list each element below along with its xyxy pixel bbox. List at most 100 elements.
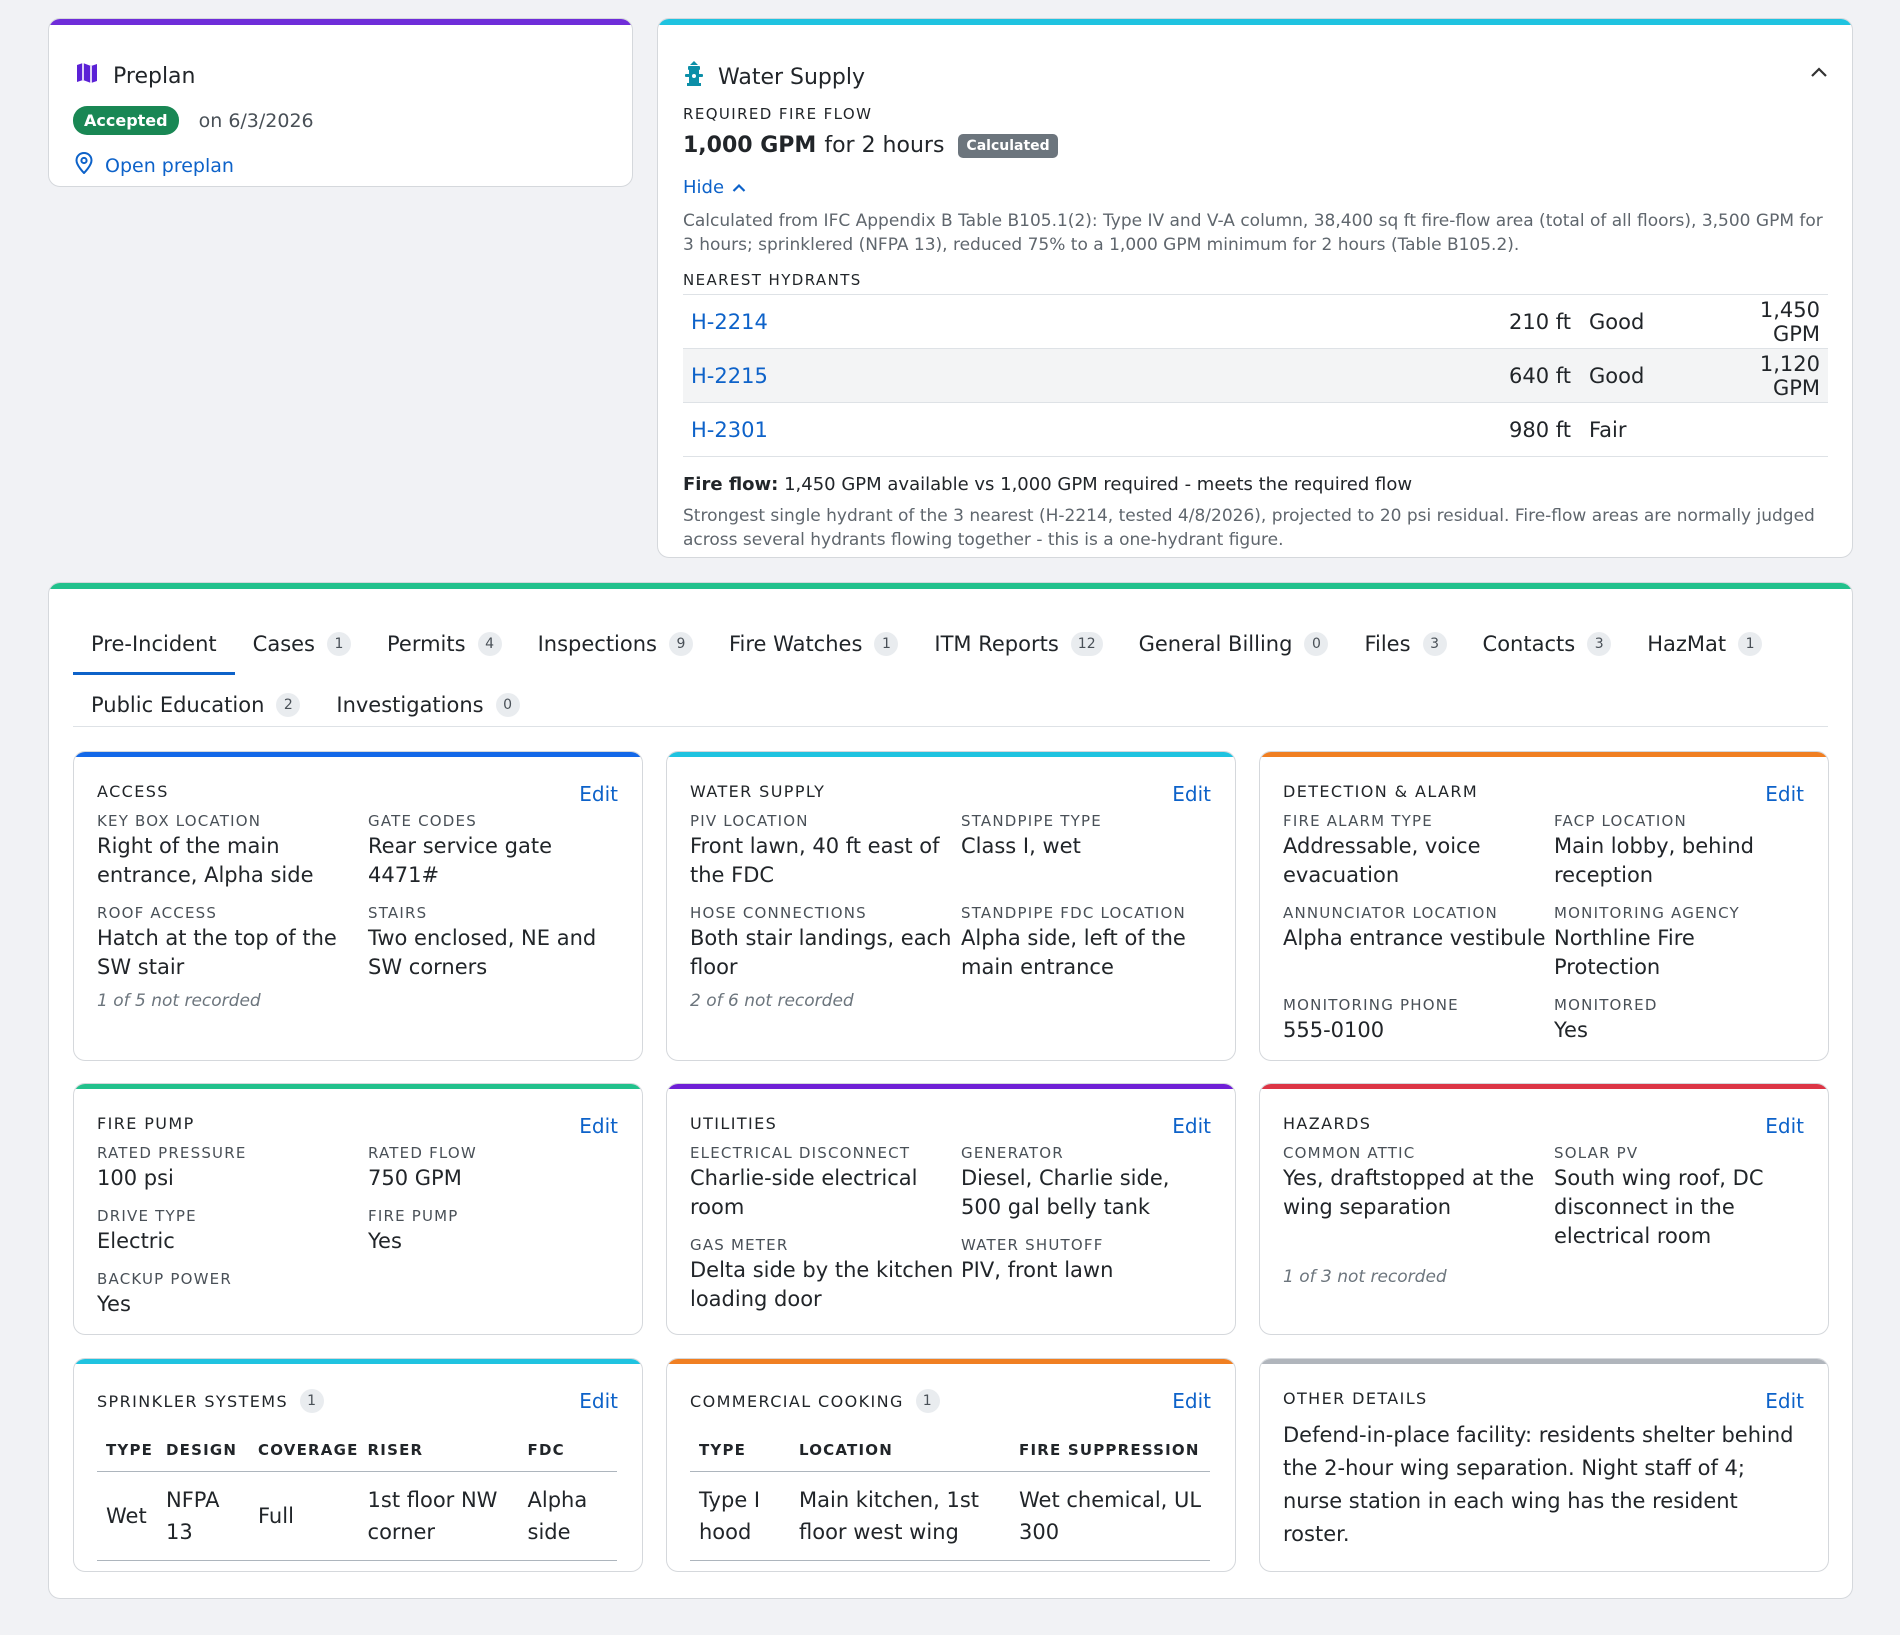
field-label: KEY BOX LOCATION xyxy=(97,812,262,830)
flow-gpm: 1,000 GPM xyxy=(683,133,817,158)
field-label: STANDPIPE FDC LOCATION xyxy=(961,904,1186,922)
field-label: COMMON ATTIC xyxy=(1283,1144,1416,1162)
fire-flow-summary: Fire flow: 1,450 GPM available vs 1,000 … xyxy=(683,474,1412,495)
tab-row-1: Pre-Incident Cases 1 Permits 4 Inspections… xyxy=(73,613,1828,675)
tab-investigations[interactable]: Investigations 0 xyxy=(318,674,537,735)
tab-cases[interactable]: Cases 1 xyxy=(235,613,369,674)
field-value: 100 psi xyxy=(97,1166,174,1190)
table-cell: Wet chemical, UL 300 xyxy=(1010,1471,1210,1561)
edit-water-supply-button[interactable]: Edit xyxy=(1172,782,1211,806)
field-label: SOLAR PV xyxy=(1554,1144,1639,1162)
edit-hazards-button[interactable]: Edit xyxy=(1765,1114,1804,1138)
tab-divider xyxy=(73,726,1828,727)
field: FACP LOCATION Main lobby, behind receptio… xyxy=(1554,812,1803,890)
field-value: Electric xyxy=(97,1229,175,1253)
water-supply-title: Water Supply xyxy=(718,64,865,90)
preplan-accent-bar xyxy=(49,19,632,25)
not-recorded-note: 2 of 6 not recorded xyxy=(690,991,854,1011)
field-label: MONITORING PHONE xyxy=(1283,996,1459,1014)
field-value: Charlie-side electrical room xyxy=(690,1166,918,1219)
hazards-accent-bar xyxy=(1260,1084,1828,1089)
tab-label: Pre-Incident xyxy=(91,631,217,656)
hydrant-row: H-2215 640 ft Good 1,120 GPM xyxy=(683,348,1828,403)
edit-access-button[interactable]: Edit xyxy=(579,782,618,806)
hydrant-condition: Fair xyxy=(1589,402,1749,457)
field-label: MONITORING AGENCY xyxy=(1554,904,1740,922)
field: MONITORING AGENCY Northline Fire Protecti… xyxy=(1554,904,1803,982)
commercial-cooking-card: COMMERCIAL COOKING 1 Edit TYPE LOCATION … xyxy=(666,1358,1236,1572)
sprinkler-accent-bar xyxy=(74,1359,642,1364)
preplan-date: on 6/3/2026 xyxy=(198,109,314,132)
access-fields: KEY BOX LOCATION Right of the main entran… xyxy=(97,812,617,982)
tab-contacts[interactable]: Contacts 3 xyxy=(1465,613,1630,674)
table-cell: NFPA 13 xyxy=(157,1471,249,1561)
tab-files[interactable]: Files 3 xyxy=(1346,613,1464,674)
column-header: FDC xyxy=(518,1429,617,1472)
water-supply-header: Water Supply xyxy=(684,61,865,93)
sprinkler-header: SPRINKLER SYSTEMS 1 xyxy=(97,1389,325,1413)
nearest-hydrants-label: NEAREST HYDRANTS xyxy=(683,271,862,289)
edit-utilities-button[interactable]: Edit xyxy=(1172,1114,1211,1138)
tab-hazmat[interactable]: HazMat 1 xyxy=(1629,613,1780,674)
tab-fire-watches[interactable]: Fire Watches 1 xyxy=(711,613,916,674)
edit-cooking-button[interactable]: Edit xyxy=(1172,1389,1211,1413)
open-preplan-link[interactable]: Open preplan xyxy=(75,151,234,179)
table-cell: Wet xyxy=(97,1471,157,1561)
tab-permits[interactable]: Permits 4 xyxy=(369,613,520,674)
hide-toggle[interactable]: Hide xyxy=(683,177,746,198)
required-fire-flow-value: 1,000 GPM for 2 hours Calculated xyxy=(683,133,1058,158)
tab-public-education[interactable]: Public Education 2 xyxy=(73,674,318,735)
column-header: COVERAGE xyxy=(249,1429,359,1472)
field: FIRE ALARM TYPE Addressable, voice evacua… xyxy=(1283,812,1554,890)
field-label: PIV LOCATION xyxy=(690,812,809,830)
pump-fields: RATED PRESSURE 100 psi RATED FLOW 750 GPM … xyxy=(97,1144,617,1319)
chevron-up-icon xyxy=(732,177,746,198)
cooking-title: COMMERCIAL COOKING xyxy=(690,1391,904,1411)
field: WATER SHUTOFF PIV, front lawn xyxy=(961,1236,1210,1314)
edit-sprinkler-button[interactable]: Edit xyxy=(579,1389,618,1413)
column-header: TYPE xyxy=(97,1429,157,1472)
field-label: RATED PRESSURE xyxy=(97,1144,247,1162)
fire-pump-card: FIRE PUMP Edit RATED PRESSURE 100 psi RAT… xyxy=(73,1083,643,1335)
water-title: WATER SUPPLY xyxy=(690,782,826,801)
hydrant-icon xyxy=(684,61,704,93)
hydrant-link[interactable]: H-2301 xyxy=(691,417,768,442)
hydrant-link[interactable]: H-2215 xyxy=(691,363,768,388)
hydrant-link[interactable]: H-2214 xyxy=(691,309,768,334)
field-label: DRIVE TYPE xyxy=(97,1207,197,1225)
tab-itm-reports[interactable]: ITM Reports 12 xyxy=(916,613,1120,674)
field: SOLAR PV South wing roof, DC disconnect i… xyxy=(1554,1144,1803,1251)
tab-count-badge: 4 xyxy=(477,631,502,656)
field-label: FIRE PUMP xyxy=(368,1207,459,1225)
tab-count-badge: 2 xyxy=(276,692,301,717)
tab-label: Public Education xyxy=(91,692,265,717)
edit-fire-pump-button[interactable]: Edit xyxy=(579,1114,618,1138)
field: ROOF ACCESS Hatch at the top of the SW st… xyxy=(97,904,368,982)
other-details-text: Defend-in-place facility: residents shel… xyxy=(1283,1423,1794,1546)
cooking-count-badge: 1 xyxy=(915,1389,941,1413)
sprinkler-title: SPRINKLER SYSTEMS xyxy=(97,1391,289,1411)
map-pin-icon xyxy=(75,151,93,179)
edit-detection-button[interactable]: Edit xyxy=(1765,782,1804,806)
tab-general-billing[interactable]: General Billing 0 xyxy=(1121,613,1347,674)
status-badge: Accepted xyxy=(73,106,179,135)
field-value: Yes, draftstopped at the wing separation xyxy=(1283,1166,1535,1219)
collapse-chevron-icon[interactable] xyxy=(1810,63,1828,82)
edit-other-details-button[interactable]: Edit xyxy=(1765,1389,1804,1413)
column-header: LOCATION xyxy=(790,1429,1010,1472)
field-value: Both stair landings, each floor xyxy=(690,926,952,979)
access-title: ACCESS xyxy=(97,782,169,801)
hazards-card: HAZARDS Edit COMMON ATTIC Yes, draftstopp… xyxy=(1259,1083,1829,1335)
field-value: Alpha side, left of the main entrance xyxy=(961,926,1186,979)
tab-pre-incident[interactable]: Pre-Incident xyxy=(73,613,235,675)
other-details-card: OTHER DETAILS Edit Defend-in-place facil… xyxy=(1259,1358,1829,1572)
tab-label: Cases xyxy=(252,631,315,656)
field-value: South wing roof, DC disconnect in the el… xyxy=(1554,1166,1764,1248)
water-supply-accent-bar xyxy=(658,19,1852,25)
field-label: GAS METER xyxy=(690,1236,789,1254)
tab-inspections[interactable]: Inspections 9 xyxy=(520,613,711,674)
field: STAIRS Two enclosed, NE and SW corners xyxy=(368,904,617,982)
hydrant-condition: Good xyxy=(1589,348,1749,403)
field: DRIVE TYPE Electric xyxy=(97,1207,368,1256)
tab-label: HazMat xyxy=(1647,631,1727,656)
